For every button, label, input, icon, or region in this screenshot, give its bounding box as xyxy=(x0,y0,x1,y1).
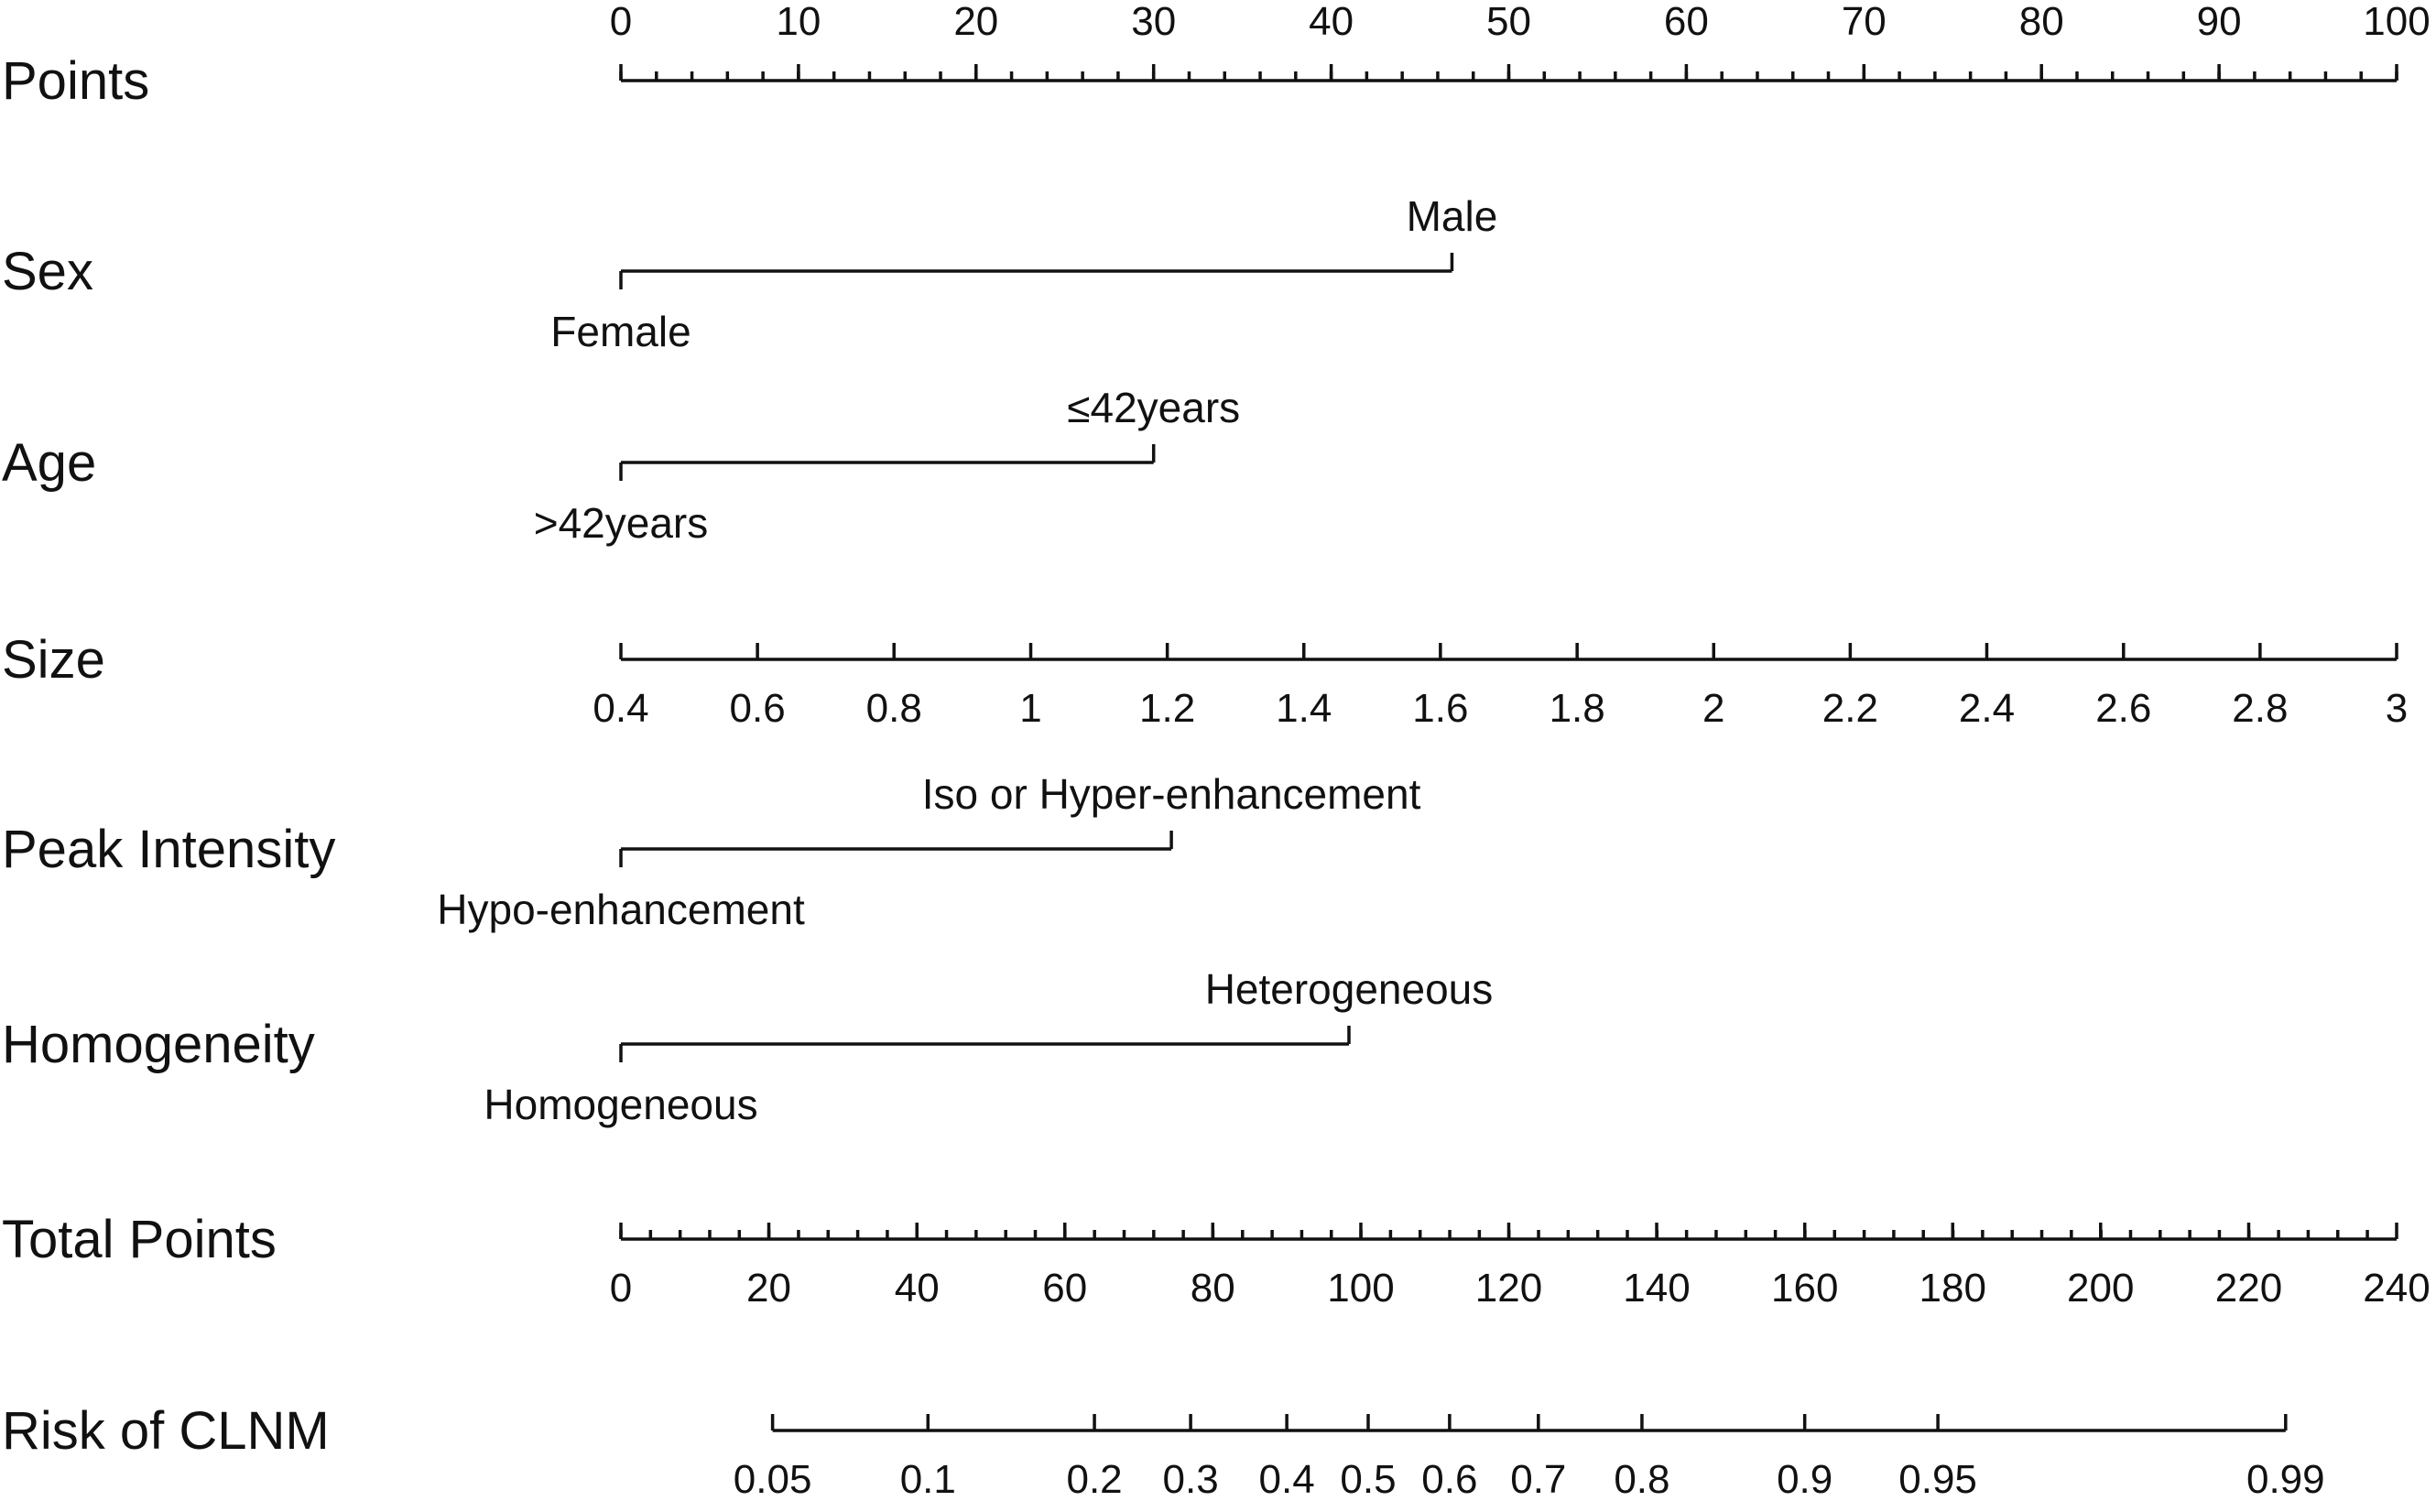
category-label-homogeneity: Heterogeneous xyxy=(1205,965,1494,1013)
tick-label-risk: 0.2 xyxy=(1066,1457,1122,1502)
tick-label-total_points: 60 xyxy=(1042,1266,1087,1311)
category-label-homogeneity: Homogeneous xyxy=(484,1081,757,1128)
tick-label-points: 100 xyxy=(2363,0,2430,44)
row-label-points: Points xyxy=(2,51,149,111)
tick-label-risk: 0.3 xyxy=(1163,1457,1219,1502)
tick-label-risk: 0.7 xyxy=(1510,1457,1566,1502)
tick-label-risk: 0.8 xyxy=(1614,1457,1669,1502)
tick-label-risk: 0.6 xyxy=(1421,1457,1477,1502)
tick-label-size: 2.8 xyxy=(2232,686,2288,731)
tick-label-size: 2.2 xyxy=(1822,686,1878,731)
tick-label-points: 70 xyxy=(1842,0,1887,44)
tick-label-points: 60 xyxy=(1664,0,1709,44)
row-label-homogeneity: Homogeneity xyxy=(2,1015,315,1074)
tick-label-size: 2 xyxy=(1702,686,1724,731)
row-label-risk: Risk of CLNM xyxy=(2,1401,330,1461)
row-label-sex: Sex xyxy=(2,242,93,301)
row-label-peak_intensity: Peak Intensity xyxy=(2,820,335,879)
category-label-sex: Female xyxy=(550,308,691,355)
tick-label-points: 10 xyxy=(776,0,821,44)
tick-label-size: 3 xyxy=(2386,686,2408,731)
row-label-age: Age xyxy=(2,433,96,493)
row-label-size: Size xyxy=(2,630,105,690)
category-label-age: >42years xyxy=(534,499,709,547)
tick-label-total_points: 220 xyxy=(2215,1266,2282,1311)
tick-label-risk: 0.1 xyxy=(900,1457,956,1502)
tick-label-risk: 0.9 xyxy=(1777,1457,1832,1502)
category-label-peak_intensity: Hypo-enhancement xyxy=(437,886,805,933)
tick-label-points: 80 xyxy=(2019,0,2064,44)
tick-label-size: 0.8 xyxy=(866,686,922,731)
tick-label-total_points: 120 xyxy=(1475,1266,1542,1311)
category-label-age: ≤42years xyxy=(1067,384,1240,431)
tick-label-points: 0 xyxy=(610,0,632,44)
tick-label-risk: 0.95 xyxy=(1898,1457,1977,1502)
tick-label-points: 20 xyxy=(953,0,998,44)
tick-label-total_points: 240 xyxy=(2363,1266,2430,1311)
tick-label-total_points: 40 xyxy=(895,1266,940,1311)
tick-label-total_points: 140 xyxy=(1623,1266,1690,1311)
tick-label-total_points: 100 xyxy=(1327,1266,1394,1311)
tick-label-size: 0.4 xyxy=(593,686,648,731)
tick-label-risk: 0.4 xyxy=(1259,1457,1315,1502)
tick-label-total_points: 180 xyxy=(1919,1266,1986,1311)
row-label-total_points: Total Points xyxy=(2,1210,277,1269)
tick-label-size: 1 xyxy=(1019,686,1041,731)
tick-label-size: 2.6 xyxy=(2095,686,2151,731)
tick-label-size: 1.6 xyxy=(1412,686,1468,731)
category-label-peak_intensity: Iso or Hyper-enhancement xyxy=(922,770,1421,818)
tick-label-size: 2.4 xyxy=(1959,686,2015,731)
tick-label-points: 30 xyxy=(1131,0,1176,44)
tick-label-risk: 0.5 xyxy=(1340,1457,1396,1502)
tick-label-total_points: 80 xyxy=(1191,1266,1235,1311)
tick-label-size: 1.2 xyxy=(1139,686,1195,731)
tick-label-points: 50 xyxy=(1486,0,1531,44)
tick-label-total_points: 160 xyxy=(1771,1266,1838,1311)
tick-label-total_points: 0 xyxy=(610,1266,632,1311)
tick-label-size: 0.6 xyxy=(730,686,786,731)
tick-label-risk: 0.99 xyxy=(2246,1457,2325,1502)
tick-label-size: 1.8 xyxy=(1550,686,1605,731)
tick-label-total_points: 200 xyxy=(2067,1266,2134,1311)
tick-label-points: 90 xyxy=(2197,0,2242,44)
category-label-sex: Male xyxy=(1407,192,1498,240)
tick-label-risk: 0.05 xyxy=(734,1457,812,1502)
tick-label-size: 1.4 xyxy=(1276,686,1332,731)
tick-label-total_points: 20 xyxy=(746,1266,791,1311)
tick-label-points: 40 xyxy=(1309,0,1354,44)
